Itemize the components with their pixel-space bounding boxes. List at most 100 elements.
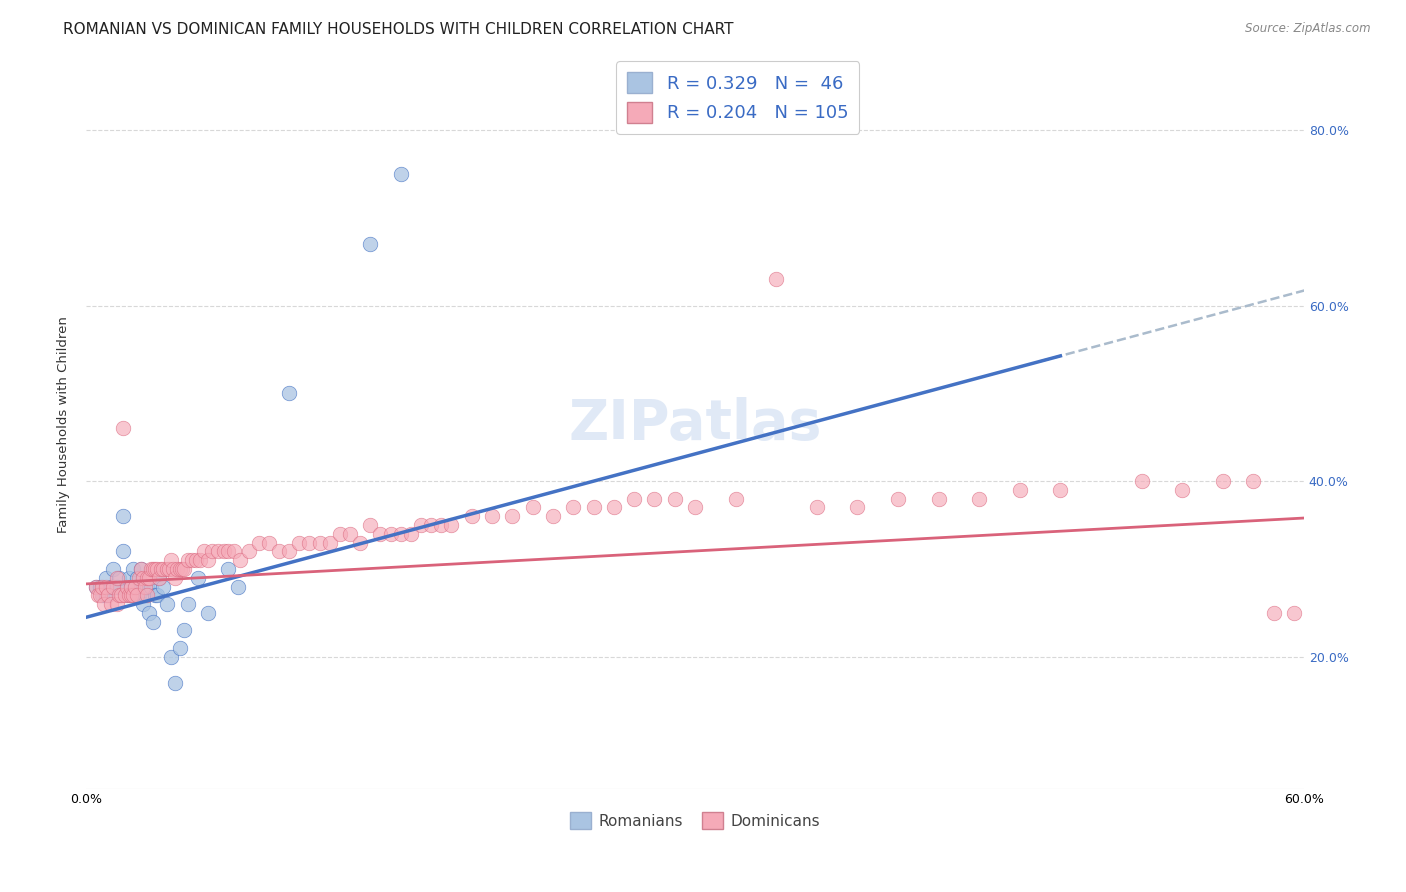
Point (124, 580, 146, 594)
Point (359, 237, 381, 252)
Point (128, 571, 150, 585)
Point (132, 597, 155, 611)
Point (115, 580, 138, 594)
Point (288, 535, 311, 549)
Point (101, 580, 124, 594)
Point (143, 588, 166, 602)
Point (846, 500, 869, 515)
Point (121, 588, 143, 602)
Point (124, 580, 146, 594)
Point (370, 526, 392, 541)
Point (129, 562, 152, 576)
Point (134, 588, 156, 602)
Point (212, 544, 235, 558)
Point (562, 500, 585, 515)
Point (114, 588, 136, 602)
Point (247, 535, 270, 549)
Point (84, 580, 107, 594)
Point (143, 562, 166, 576)
Point (118, 571, 141, 585)
Point (349, 535, 371, 549)
Y-axis label: Family Households with Children: Family Households with Children (58, 316, 70, 533)
Point (165, 676, 187, 690)
Point (1241, 474, 1264, 488)
Point (89, 588, 111, 602)
Point (107, 588, 129, 602)
Point (298, 535, 321, 549)
Point (120, 580, 142, 594)
Point (136, 588, 159, 602)
Point (96, 580, 118, 594)
Text: ROMANIAN VS DOMINICAN FAMILY HOUSEHOLDS WITH CHILDREN CORRELATION CHART: ROMANIAN VS DOMINICAN FAMILY HOUSEHOLDS … (63, 22, 734, 37)
Point (121, 562, 143, 576)
Point (152, 562, 174, 576)
Point (1212, 474, 1234, 488)
Point (399, 526, 422, 541)
Point (165, 571, 187, 585)
Point (142, 562, 165, 576)
Point (146, 562, 169, 576)
Point (96, 588, 118, 602)
Point (409, 518, 432, 533)
Point (100, 597, 122, 611)
Point (1008, 483, 1031, 497)
Point (522, 500, 544, 515)
Point (105, 580, 128, 594)
Point (420, 518, 443, 533)
Point (136, 571, 159, 585)
Point (217, 562, 239, 576)
Point (461, 509, 484, 524)
Point (157, 562, 180, 576)
Point (1263, 606, 1285, 620)
Point (84, 580, 107, 594)
Point (100, 580, 122, 594)
Point (229, 553, 252, 567)
Point (169, 640, 191, 655)
Point (128, 588, 150, 602)
Point (278, 386, 301, 401)
Point (87, 588, 110, 602)
Point (238, 544, 260, 558)
Point (887, 491, 910, 506)
Point (176, 597, 198, 611)
Point (139, 580, 162, 594)
Point (541, 509, 564, 524)
Point (115, 588, 138, 602)
Point (91, 588, 114, 602)
Point (91, 580, 114, 594)
Point (308, 535, 330, 549)
Point (146, 588, 169, 602)
Point (664, 491, 686, 506)
Point (110, 588, 132, 602)
Point (105, 597, 128, 611)
Point (184, 553, 207, 567)
Point (96, 571, 118, 585)
Point (197, 606, 219, 620)
Point (1130, 474, 1153, 488)
Point (166, 562, 188, 576)
Point (765, 272, 787, 286)
Point (389, 167, 412, 181)
Point (224, 544, 246, 558)
Point (134, 580, 156, 594)
Point (623, 491, 645, 506)
Point (187, 571, 209, 585)
Point (156, 597, 179, 611)
Point (170, 562, 193, 576)
Point (120, 588, 142, 602)
Point (603, 500, 626, 515)
Point (806, 500, 828, 515)
Point (93, 597, 115, 611)
Point (162, 562, 184, 576)
Point (188, 553, 211, 567)
Point (169, 562, 191, 576)
Point (124, 588, 146, 602)
Point (430, 518, 453, 533)
Point (101, 562, 124, 576)
Point (120, 580, 142, 594)
Point (107, 571, 129, 585)
Point (481, 509, 503, 524)
Point (278, 544, 301, 558)
Point (139, 562, 162, 576)
Point (105, 580, 128, 594)
